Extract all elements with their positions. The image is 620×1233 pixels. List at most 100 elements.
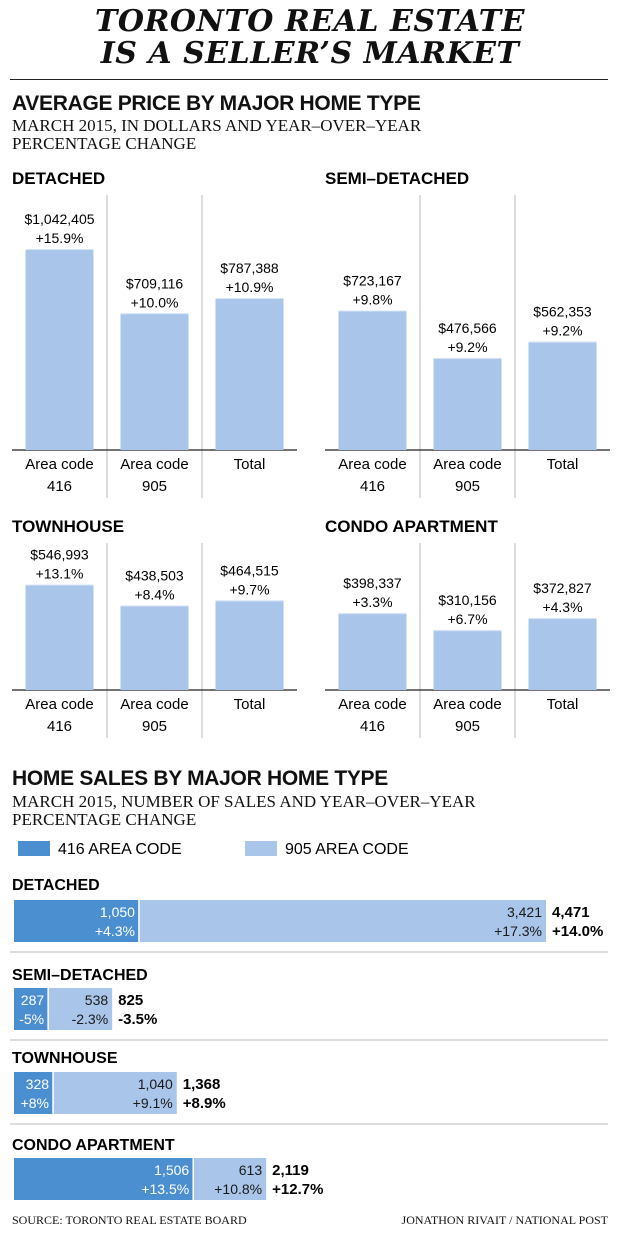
panel-2-change-label: +8.4%: [134, 586, 174, 602]
sales-section-heading: HOME SALES BY MAJOR HOME TYPE: [12, 767, 388, 790]
sales-row-2-total: 1,368: [183, 1076, 221, 1093]
panel-2-category-label: Area code: [120, 696, 188, 713]
sales-row-0-change-905: +17.3%: [494, 923, 542, 939]
panel-0-category-label: 905: [142, 478, 167, 495]
sales-row-3-bar-905: [193, 1158, 267, 1200]
sales-row-0-title: DETACHED: [12, 877, 100, 894]
panel-1-value-label: $476,566: [438, 320, 497, 336]
sales-subtitle-line-2: PERCENTAGE CHANGE: [12, 810, 197, 829]
sales-row-1-total: 825: [118, 992, 143, 1009]
sales-row-2-total-change: +8.9%: [183, 1095, 226, 1112]
sales-row-1-value-905: 538: [85, 992, 109, 1008]
panel-0-value-label: $1,042,405: [24, 211, 94, 227]
panel-2-value-label: $464,515: [220, 562, 279, 578]
panel-1-category-label: 905: [455, 478, 480, 495]
sales-row-3-value-416: 1,506: [154, 1162, 189, 1178]
panel-3-category-label: 416: [360, 718, 385, 735]
panel-2-bar: [25, 584, 94, 690]
panel-3-change-label: +3.3%: [352, 594, 392, 610]
panel-1-category-label: Total: [547, 456, 579, 473]
sales-row-1-change-905: -2.3%: [72, 1011, 109, 1027]
legend-label-905: 905 AREA CODE: [285, 841, 409, 858]
panel-0-bar: [215, 298, 284, 450]
sales-row-0-bar-905: [138, 900, 547, 942]
panel-3-value-label: $310,156: [438, 592, 497, 608]
infographic-title: TORONTO REAL ESTATE IS A SELLER’S MARKET: [0, 6, 620, 70]
sales-row-3-change-416: +13.5%: [141, 1181, 189, 1197]
sales-row-1-bar-905: [48, 988, 113, 1030]
sales-row-2-bar-416: [14, 1072, 54, 1114]
panel-3-category-label: Area code: [338, 696, 406, 713]
sales-row-3-change-905: +10.8%: [214, 1181, 262, 1197]
price-section-subtitle: MARCH 2015, IN DOLLARS AND YEAR–OVER–YEA…: [12, 117, 421, 153]
price-section-heading: AVERAGE PRICE BY MAJOR HOME TYPE: [12, 92, 421, 115]
price-subtitle-line-1: MARCH 2015, IN DOLLARS AND YEAR–OVER–YEA…: [12, 116, 422, 135]
title-line-2: IS A SELLER’S MARKET: [100, 36, 520, 71]
panel-1-value-label: $723,167: [343, 273, 402, 289]
panel-3-value-label: $372,827: [533, 580, 592, 596]
sales-row-2-value-416: 328: [26, 1076, 50, 1092]
credit-note: JONATHON RIVAIT / NATIONAL POST: [401, 1213, 608, 1227]
panel-0-category-label: 416: [47, 478, 72, 495]
panel-1-category-label: Area code: [338, 456, 406, 473]
sales-row-1-title: SEMI–DETACHED: [12, 967, 148, 984]
sales-row-0-value-416: 1,050: [100, 904, 135, 920]
price-charts: DETACHED $1,042,405 +15.9% Area code 416 $709…: [12, 169, 610, 738]
panel-0-change-label: +10.0%: [131, 294, 179, 310]
panel-0-value-label: $709,116: [126, 275, 184, 291]
sales-row-3-bar-416: [14, 1158, 194, 1200]
panel-3-category-label: Area code: [433, 696, 501, 713]
panel-2-change-label: +9.7%: [229, 581, 269, 597]
sales-row-0-bar-416: [14, 900, 139, 942]
title-rule: [10, 79, 608, 80]
panel-3-change-label: +4.3%: [542, 599, 582, 615]
sales-row-1-change-416: -5%: [19, 1011, 44, 1027]
panel-2-category-label: Total: [234, 696, 266, 713]
panel-3-bar: [528, 618, 597, 690]
panel-2-bar: [120, 605, 189, 690]
sales-row-0-total: 4,471: [552, 904, 590, 921]
panel-0-change-label: +15.9%: [36, 230, 84, 246]
panel-3-bar: [433, 630, 502, 690]
panel-2-category-label: Area code: [25, 696, 93, 713]
panel-1-change-label: +9.2%: [447, 339, 487, 355]
panel-1-value-label: $562,353: [533, 304, 592, 320]
sales-row-2-value-905: 1,040: [138, 1076, 173, 1092]
sales-row-2-change-905: +9.1%: [133, 1095, 173, 1111]
panel-0-value-label: $787,388: [220, 260, 279, 276]
panel-3-change-label: +6.7%: [447, 611, 487, 627]
sales-row-0-value-905: 3,421: [507, 904, 542, 920]
panel-0-bar: [25, 249, 94, 450]
sales-row-2-change-416: +8%: [21, 1095, 49, 1111]
sales-row-1-bar-416: [14, 988, 49, 1030]
legend-label-416: 416 AREA CODE: [58, 841, 182, 858]
panel-1-category-label: 416: [360, 478, 385, 495]
panel-2-change-label: +13.1%: [36, 566, 84, 582]
panel-1-bar: [433, 358, 502, 450]
panel-3-bar: [338, 613, 407, 690]
panel-1-change-label: +9.2%: [542, 323, 582, 339]
panel-3-value-label: $398,337: [343, 575, 402, 591]
panel-3-category-label: Total: [547, 696, 579, 713]
panel-1-category-label: Area code: [433, 456, 501, 473]
panel-0-category-label: Area code: [25, 456, 93, 473]
panel-2-value-label: $438,503: [125, 567, 184, 583]
panel-1-bar: [528, 341, 597, 450]
sales-row-2-bar-905: [53, 1072, 177, 1114]
sales-row-0-total-change: +14.0%: [552, 923, 603, 940]
panel-1-bar: [338, 310, 407, 450]
title-line-1: TORONTO REAL ESTATE: [95, 4, 525, 39]
panel-2-category-label: 416: [47, 718, 72, 735]
legend-swatch-905: [245, 841, 277, 856]
sales-row-2-title: TOWNHOUSE: [12, 1050, 118, 1067]
panel-0-category-label: Area code: [120, 456, 188, 473]
panel-3-category-label: 905: [455, 718, 480, 735]
sales-subtitle-line-1: MARCH 2015, NUMBER OF SALES AND YEAR–OVE…: [12, 792, 476, 811]
sales-row-1-value-416: 287: [21, 992, 45, 1008]
panel-0-bar: [120, 313, 189, 450]
panel-1-title: SEMI–DETACHED: [325, 169, 469, 188]
panel-0-change-label: +10.9%: [226, 279, 274, 295]
sales-row-0-change-416: +4.3%: [95, 923, 135, 939]
sales-row-3-value-905: 613: [239, 1162, 263, 1178]
